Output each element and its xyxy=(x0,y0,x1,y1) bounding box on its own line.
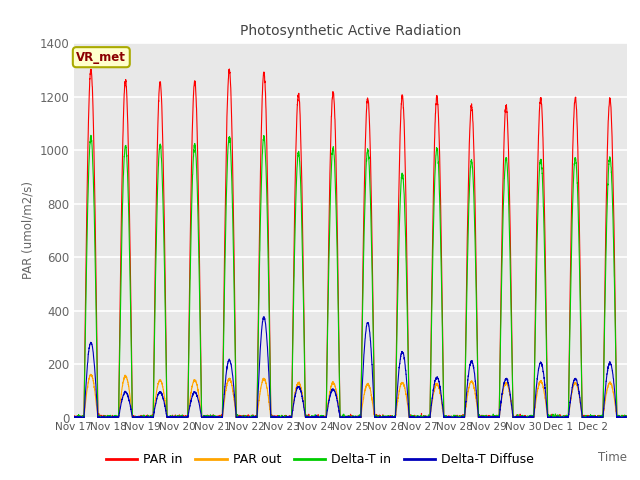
Y-axis label: PAR (umol/m2/s): PAR (umol/m2/s) xyxy=(21,181,34,279)
Text: VR_met: VR_met xyxy=(76,51,126,64)
Legend: PAR in, PAR out, Delta-T in, Delta-T Diffuse: PAR in, PAR out, Delta-T in, Delta-T Dif… xyxy=(101,448,539,471)
Title: Photosynthetic Active Radiation: Photosynthetic Active Radiation xyxy=(240,24,461,38)
X-axis label: Time: Time xyxy=(598,451,627,464)
